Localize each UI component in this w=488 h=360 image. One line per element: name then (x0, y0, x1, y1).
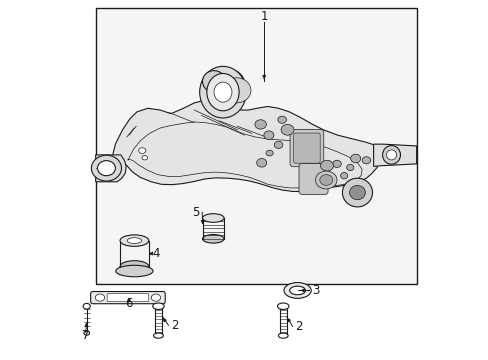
Ellipse shape (202, 214, 224, 222)
Ellipse shape (97, 161, 115, 176)
Ellipse shape (202, 71, 225, 92)
Ellipse shape (342, 178, 372, 207)
Ellipse shape (91, 155, 121, 181)
Ellipse shape (284, 283, 310, 298)
Ellipse shape (332, 160, 341, 167)
Ellipse shape (151, 294, 160, 301)
Ellipse shape (386, 150, 396, 160)
FancyBboxPatch shape (90, 292, 165, 304)
Ellipse shape (254, 120, 266, 129)
Ellipse shape (208, 69, 244, 98)
Polygon shape (373, 144, 416, 166)
Ellipse shape (142, 156, 147, 160)
Ellipse shape (120, 235, 148, 246)
Ellipse shape (95, 294, 104, 301)
Text: 1: 1 (260, 10, 267, 23)
Text: 4: 4 (152, 247, 160, 260)
Ellipse shape (346, 164, 353, 171)
Ellipse shape (382, 145, 400, 164)
Text: 2: 2 (294, 320, 302, 333)
Ellipse shape (153, 333, 163, 338)
FancyBboxPatch shape (293, 133, 320, 163)
Ellipse shape (265, 150, 273, 156)
Ellipse shape (116, 265, 153, 277)
Ellipse shape (289, 286, 305, 295)
Text: 6: 6 (125, 297, 133, 310)
Text: 7: 7 (81, 329, 89, 342)
Text: 2: 2 (171, 319, 178, 332)
Ellipse shape (274, 141, 282, 148)
Ellipse shape (256, 158, 266, 167)
FancyBboxPatch shape (107, 294, 148, 302)
FancyBboxPatch shape (298, 163, 327, 194)
Ellipse shape (315, 171, 336, 189)
Ellipse shape (83, 331, 89, 335)
Ellipse shape (278, 333, 287, 338)
Ellipse shape (319, 175, 332, 185)
Ellipse shape (320, 160, 333, 171)
Ellipse shape (277, 116, 286, 123)
Ellipse shape (222, 78, 250, 103)
Ellipse shape (340, 172, 347, 179)
Ellipse shape (277, 303, 288, 310)
Ellipse shape (152, 303, 164, 310)
FancyBboxPatch shape (289, 130, 323, 167)
Ellipse shape (350, 154, 360, 163)
Polygon shape (96, 155, 126, 182)
Ellipse shape (281, 125, 293, 135)
Bar (96, 8, 416, 284)
Text: 3: 3 (311, 284, 319, 297)
Text: 5: 5 (192, 206, 199, 219)
Ellipse shape (127, 238, 142, 243)
Ellipse shape (214, 82, 231, 102)
Ellipse shape (362, 157, 370, 164)
Ellipse shape (199, 66, 246, 118)
Polygon shape (112, 99, 380, 192)
Ellipse shape (139, 148, 145, 153)
Ellipse shape (206, 73, 239, 111)
Ellipse shape (349, 185, 365, 200)
Ellipse shape (264, 131, 273, 139)
Ellipse shape (202, 234, 224, 243)
Ellipse shape (83, 303, 90, 309)
Ellipse shape (120, 261, 148, 272)
